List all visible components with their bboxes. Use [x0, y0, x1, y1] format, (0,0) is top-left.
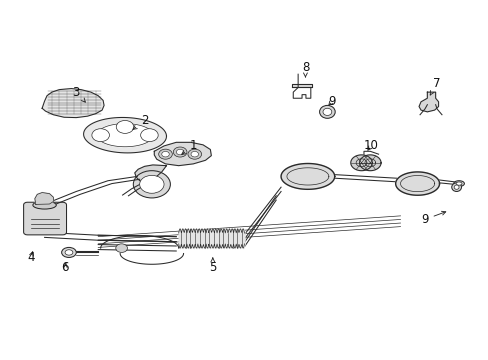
Circle shape	[187, 149, 201, 159]
Ellipse shape	[453, 181, 464, 186]
Ellipse shape	[61, 247, 76, 257]
Text: 4: 4	[27, 251, 35, 264]
Polygon shape	[135, 165, 166, 182]
Circle shape	[116, 121, 134, 134]
Polygon shape	[97, 123, 153, 147]
Circle shape	[140, 175, 163, 193]
Ellipse shape	[455, 182, 461, 185]
Polygon shape	[42, 89, 104, 118]
Ellipse shape	[451, 183, 461, 192]
Circle shape	[173, 147, 186, 157]
Polygon shape	[359, 155, 380, 171]
Ellipse shape	[323, 108, 331, 116]
Circle shape	[191, 152, 198, 157]
Polygon shape	[281, 163, 334, 189]
Text: 9: 9	[328, 95, 335, 108]
Circle shape	[116, 244, 127, 252]
Text: 3: 3	[72, 86, 85, 102]
Circle shape	[162, 152, 169, 157]
Polygon shape	[350, 155, 371, 171]
Text: 6: 6	[61, 261, 69, 274]
Polygon shape	[418, 92, 438, 112]
Polygon shape	[154, 142, 211, 166]
Ellipse shape	[319, 105, 334, 118]
Circle shape	[176, 149, 183, 155]
Polygon shape	[292, 84, 311, 87]
Ellipse shape	[33, 201, 56, 209]
FancyBboxPatch shape	[23, 202, 66, 235]
Circle shape	[92, 129, 109, 141]
Circle shape	[133, 171, 170, 198]
Circle shape	[158, 149, 172, 159]
Polygon shape	[395, 172, 439, 195]
Text: 1: 1	[182, 139, 197, 154]
Ellipse shape	[65, 250, 73, 255]
Text: 5: 5	[209, 258, 216, 274]
Text: 7: 7	[429, 77, 440, 95]
Ellipse shape	[453, 185, 458, 189]
Polygon shape	[83, 117, 166, 153]
Text: 2: 2	[133, 114, 148, 129]
Polygon shape	[35, 193, 53, 204]
Text: 10: 10	[363, 139, 378, 152]
Circle shape	[141, 129, 158, 141]
Text: 8: 8	[301, 60, 308, 77]
Text: 9: 9	[420, 211, 445, 226]
